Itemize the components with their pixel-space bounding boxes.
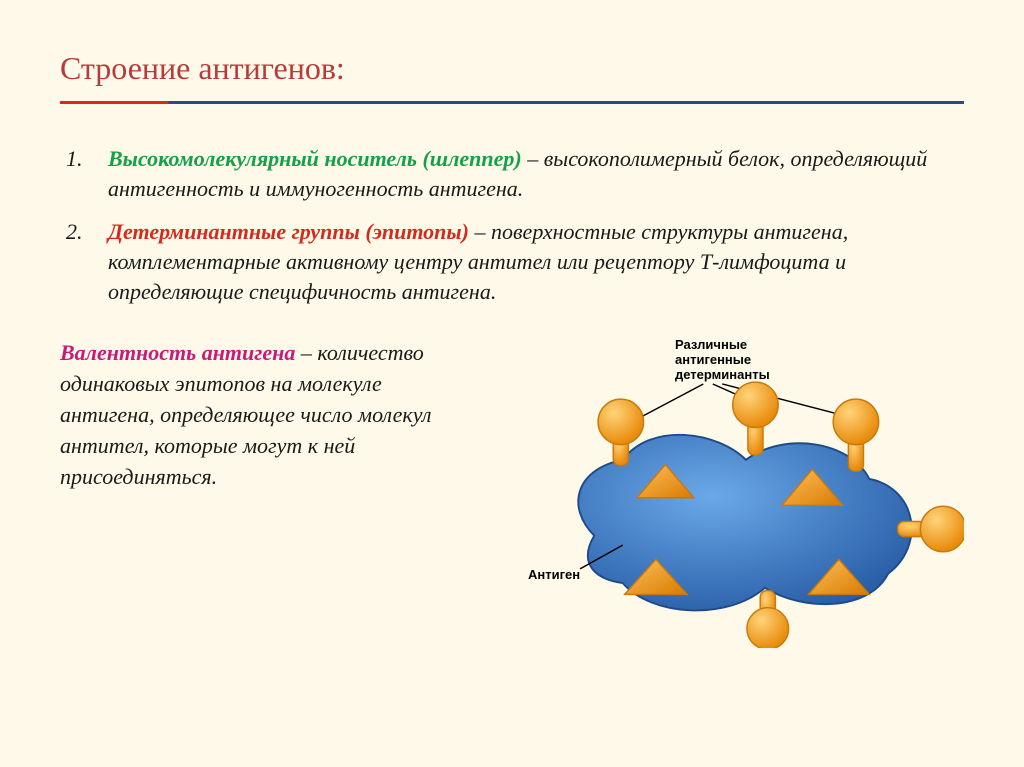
term-epitope: Детерминантные группы (эпитопы) <box>108 219 469 244</box>
determinants-label: Различные антигенные детерминанты <box>675 338 770 383</box>
list-number: 1. <box>66 144 83 174</box>
slide: Строение антигенов: 1. Высокомолекулярны… <box>0 0 1024 767</box>
list-number: 2. <box>66 217 83 247</box>
antigen-illustration: Различные антигенные детерминанты Антиге… <box>490 338 964 648</box>
valency-block: Валентность антигена – количество одинак… <box>60 338 470 492</box>
list-item: 1. Высокомолекулярный носитель (шлеппер)… <box>108 144 964 203</box>
antigen-label: Антиген <box>528 568 580 583</box>
definition-list: 1. Высокомолекулярный носитель (шлеппер)… <box>60 144 964 306</box>
antigen-svg <box>490 338 964 648</box>
list-item: 2. Детерминантные группы (эпитопы) – пов… <box>108 217 964 306</box>
rule-divider <box>60 101 964 104</box>
bottom-row: Валентность антигена – количество одинак… <box>60 338 964 648</box>
page-title: Строение антигенов: <box>60 50 964 87</box>
term-carrier: Высокомолекулярный носитель (шлеппер) <box>108 146 522 171</box>
term-valency: Валентность антигена <box>60 340 295 365</box>
